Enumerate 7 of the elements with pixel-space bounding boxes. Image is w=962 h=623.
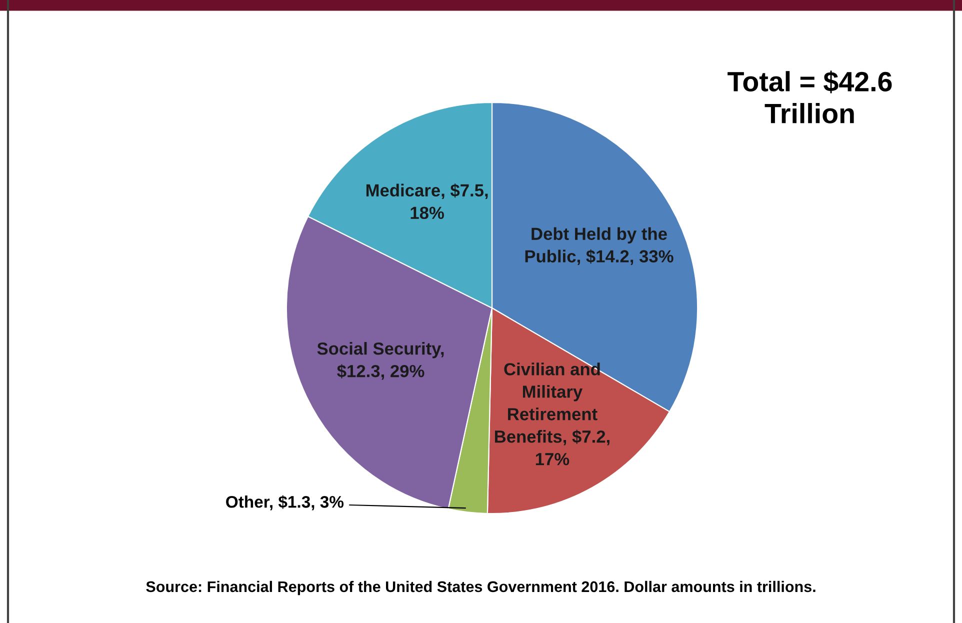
- slice-label: Civilian and Military Retirement Benefits, $7.2, 17%: [495, 362, 610, 466]
- text: Total = $42.6 Trillion: [728, 70, 892, 124]
- slice-label: Other, $1.3, 3%: [226, 495, 344, 510]
- source-note: Source: Financial Reports of the United States Government 2016. Dollar amounts in trillions.: [146, 580, 816, 596]
- slice-label: Social Security, $12.3, 29%: [317, 342, 444, 380]
- slice-label: Debt Held by the Public, $14.2, 33%: [525, 227, 674, 265]
- slice-label: Medicare, $7.5, 18%: [366, 183, 488, 220]
